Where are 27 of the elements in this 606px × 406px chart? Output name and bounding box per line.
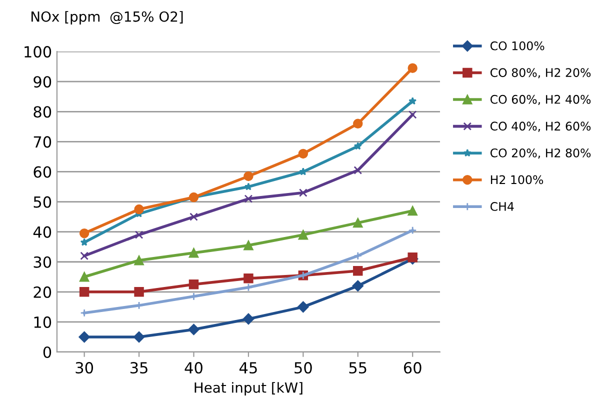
- y-tick-label: 20: [34, 286, 52, 298]
- y-tick-label: 60: [34, 166, 52, 178]
- y-tick-label: 10: [34, 316, 52, 328]
- legend-label: CO 60%, H2 40%: [490, 94, 591, 106]
- legend-label: H2 100%: [490, 175, 544, 184]
- y-tick-label: 40: [33, 226, 52, 238]
- y-axis-title: NOx [ppm @15% O2]: [32, 11, 183, 25]
- legend-label: CO 20%, H2 80%: [490, 148, 591, 159]
- x-axis-title: Heat input [kW]: [194, 382, 302, 396]
- x-tick-label: 40: [184, 362, 202, 374]
- x-tick-label: 60: [404, 362, 422, 374]
- legend-label: CH4: [490, 202, 514, 211]
- y-tick-label: 100: [24, 46, 52, 58]
- legend-label: CO 80%, H2 20%: [490, 68, 591, 78]
- y-tick-label: 30: [34, 256, 52, 268]
- y-tick-label: 0: [43, 346, 52, 358]
- x-tick-label: 35: [130, 362, 148, 374]
- x-tick-label: 55: [349, 362, 366, 374]
- y-tick-label: 50: [34, 196, 52, 208]
- y-tick-label: 70: [34, 136, 52, 148]
- legend-label: CO 40%, H2 60%: [490, 122, 591, 132]
- x-tick-label: 45: [239, 362, 257, 374]
- legend-label: CO 100%: [490, 41, 544, 50]
- y-tick-label: 80: [34, 106, 52, 118]
- y-tick-label: 90: [34, 76, 52, 88]
- x-tick-label: 30: [76, 362, 94, 374]
- x-tick-label: 50: [294, 362, 312, 374]
